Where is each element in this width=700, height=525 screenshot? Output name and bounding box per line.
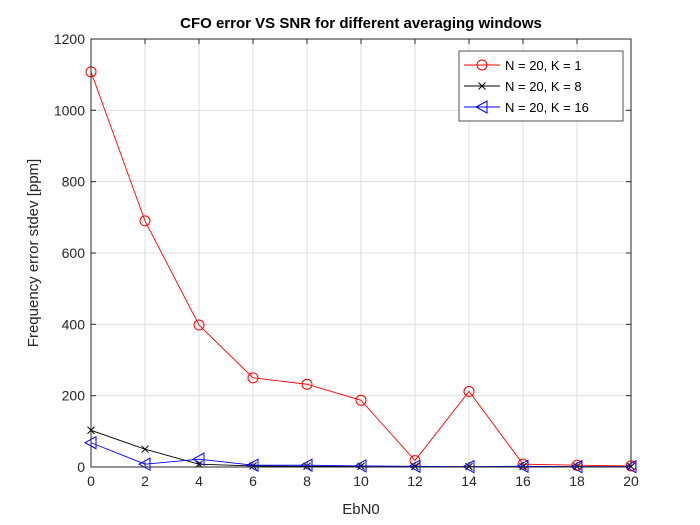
data-point	[301, 378, 313, 390]
y-tick-label: 0	[77, 459, 85, 475]
data-point	[478, 82, 486, 90]
data-point	[141, 445, 149, 454]
data-point	[463, 385, 475, 397]
y-tick-label: 600	[62, 245, 86, 261]
data-point	[193, 319, 205, 331]
legend-item: N = 20, K = 8	[464, 79, 582, 94]
x-tick-label: 14	[461, 473, 477, 489]
y-tick-label: 400	[62, 316, 86, 332]
data-point	[476, 59, 488, 71]
data-point-stroke	[141, 445, 149, 454]
x-tick-label: 8	[303, 473, 311, 489]
x-tick-label: 0	[87, 473, 95, 489]
data-point	[474, 100, 488, 114]
grid	[91, 39, 631, 467]
legend: N = 20, K = 1 N = 20, K = 8 N = 20, K = 16	[458, 50, 624, 122]
y-axis-label: Frequency error stdev [ppm]	[25, 159, 42, 347]
x-tick-label: 20	[623, 473, 639, 489]
legend-label: N = 20, K = 16	[505, 100, 589, 115]
legend-label: N = 20, K = 1	[505, 58, 582, 73]
data-point	[247, 372, 259, 384]
data-point	[139, 215, 151, 227]
data-point	[355, 394, 367, 406]
y-tick-label: 1000	[54, 102, 85, 118]
x-tick-label: 2	[141, 473, 149, 489]
x-tick-label: 12	[407, 473, 423, 489]
legend-item: N = 20, K = 16	[464, 100, 589, 115]
x-axis-label: EbN0	[342, 501, 380, 518]
x-tick-label: 10	[353, 473, 369, 489]
x-tick-label: 16	[515, 473, 531, 489]
series-line	[90, 71, 632, 467]
legend-label: N = 20, K = 8	[505, 79, 582, 94]
x-tick-label: 18	[569, 473, 585, 489]
y-tick-label: 200	[62, 388, 86, 404]
y-tick-label: 1200	[54, 31, 85, 47]
y-tick-label: 800	[62, 174, 86, 190]
x-tick-label: 4	[195, 473, 203, 489]
chart-title: CFO error VS SNR for different averaging…	[180, 15, 542, 32]
x-tick-label: 6	[249, 473, 257, 489]
data-point-stroke	[478, 82, 486, 90]
legend-item: N = 20, K = 1	[464, 58, 582, 73]
